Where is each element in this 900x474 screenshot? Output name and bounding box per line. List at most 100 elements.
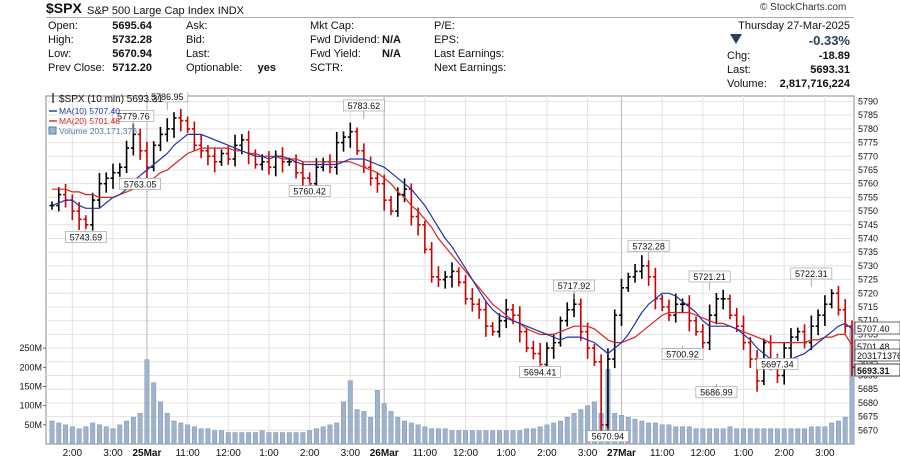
annotation-box xyxy=(627,240,670,252)
ohlc-bar xyxy=(734,307,740,332)
volume-bar xyxy=(815,426,821,445)
price-tick-label: 5725 xyxy=(858,275,878,285)
last-value-tag-label: 5701.48 xyxy=(857,342,890,352)
volume-bar xyxy=(530,428,536,445)
volume-bar xyxy=(802,428,807,445)
price-tick-label: 5730 xyxy=(858,261,878,271)
ohlc-bar xyxy=(659,294,665,312)
volume-bar xyxy=(354,409,360,445)
volume-bar xyxy=(680,426,685,445)
annotation-label: 5717.92 xyxy=(558,281,591,291)
volume-bar xyxy=(69,426,75,445)
price-tick-label: 5670 xyxy=(858,425,878,435)
volume-bar xyxy=(720,428,726,445)
volume-bar xyxy=(137,413,143,445)
volume-bar xyxy=(422,426,428,445)
time-tick-label: 25Mar xyxy=(132,448,161,459)
volume-bar xyxy=(761,428,767,445)
legend-volume-swatch xyxy=(48,126,57,135)
time-tick-label: 11:00 xyxy=(413,448,438,459)
volume-bar xyxy=(83,426,89,445)
last-value-tag-label: 203171376 xyxy=(857,351,900,361)
last-value-tag xyxy=(854,348,900,362)
last-value: 5693.31 xyxy=(810,64,850,76)
ohlc-bar xyxy=(218,149,224,166)
volume-bar xyxy=(503,430,509,445)
volume-bar xyxy=(198,428,204,445)
price-tick-label: 5735 xyxy=(858,247,878,257)
volume-bar xyxy=(103,426,109,445)
ohlc-bar xyxy=(639,255,645,279)
price-chart[interactable]: 5670567556805685569056955700570557105715… xyxy=(0,90,900,469)
volume-bar xyxy=(842,416,848,445)
annotation-label: 5760.42 xyxy=(293,187,326,197)
col4-label-1: EPS: xyxy=(434,34,460,46)
ohlc-bar xyxy=(374,172,380,193)
ohlc-bar xyxy=(585,322,591,359)
annotation-label: 5694.41 xyxy=(524,367,557,377)
ohlc-bar xyxy=(191,121,197,152)
volume-bar xyxy=(374,390,380,445)
volume-bar xyxy=(612,413,618,445)
ohlc-bar xyxy=(341,131,347,152)
time-tick-label: 12:00 xyxy=(453,448,478,459)
ohlc-bar xyxy=(666,299,672,321)
ohlc-bar xyxy=(83,215,89,229)
col1-value-0: 5695.64 xyxy=(112,20,152,32)
volume-bar xyxy=(659,424,665,445)
volume-bar xyxy=(334,422,340,445)
volume-bar xyxy=(449,430,455,445)
volume-bar xyxy=(293,432,299,445)
copyright[interactable]: © StockCharts.com xyxy=(760,2,847,13)
annotation-box xyxy=(65,231,107,243)
annotation-label: 5670.94 xyxy=(592,432,625,442)
ohlc-bar xyxy=(96,172,102,208)
volume-bar xyxy=(164,413,170,445)
ohlc-bar xyxy=(524,327,530,353)
ohlc-bar xyxy=(713,293,719,325)
quote-date: Thursday 27-Mar-2025 xyxy=(738,20,850,32)
last-value-tag-label: 5707.40 xyxy=(857,324,890,334)
volume-bar xyxy=(49,420,55,445)
ohlc-bar xyxy=(300,162,306,186)
col1-label-2: Low: xyxy=(48,48,72,60)
annotation-label: 5779.76 xyxy=(117,112,150,122)
price-tick-label: 5755 xyxy=(858,192,878,202)
volume-bar xyxy=(795,428,801,445)
volume-bar xyxy=(144,359,150,445)
ohlc-bar xyxy=(700,324,706,349)
chg-label: Chg: xyxy=(727,50,751,62)
ohlc-bar xyxy=(463,274,469,305)
ma10-line xyxy=(51,133,853,363)
volume-bar xyxy=(259,430,265,445)
volume-tick-label: 200M xyxy=(19,362,42,372)
volume-bar xyxy=(395,416,401,445)
ohlc-bar xyxy=(795,327,801,342)
volume-bar xyxy=(313,428,319,445)
annotation-box xyxy=(587,430,629,443)
col3-value-2: N/A xyxy=(382,48,401,60)
annotation-box xyxy=(695,386,738,399)
ohlc-bar xyxy=(171,112,177,138)
time-tick-label: 3:00 xyxy=(815,448,835,459)
quote-header: $SPX S&P 500 Large Cap Index INDX © Stoc… xyxy=(0,0,900,92)
volume-bar xyxy=(585,405,591,445)
col3-label-0: Mkt Cap: xyxy=(310,20,355,32)
price-tick-label: 5760 xyxy=(858,179,878,189)
symbol-description: S&P 500 Large Cap Index INDX xyxy=(87,5,244,18)
ohlc-bar xyxy=(612,309,618,369)
ohlc-bar xyxy=(551,333,557,359)
volume-bar xyxy=(97,424,102,445)
volume-bar xyxy=(497,430,502,445)
volume-bar xyxy=(124,420,130,445)
volume-bar xyxy=(741,428,746,445)
ohlc-bar xyxy=(334,131,340,175)
time-tick-label: 1:00 xyxy=(497,448,517,459)
col1-label-0: Open: xyxy=(48,20,78,32)
time-tick-label: 26Mar xyxy=(370,448,399,459)
volume-bar xyxy=(117,424,123,445)
ohlc-bar xyxy=(90,192,96,231)
ohlc-bar xyxy=(673,293,679,323)
ohlc-bar xyxy=(415,207,421,236)
price-tick-label: 5785 xyxy=(858,110,878,120)
